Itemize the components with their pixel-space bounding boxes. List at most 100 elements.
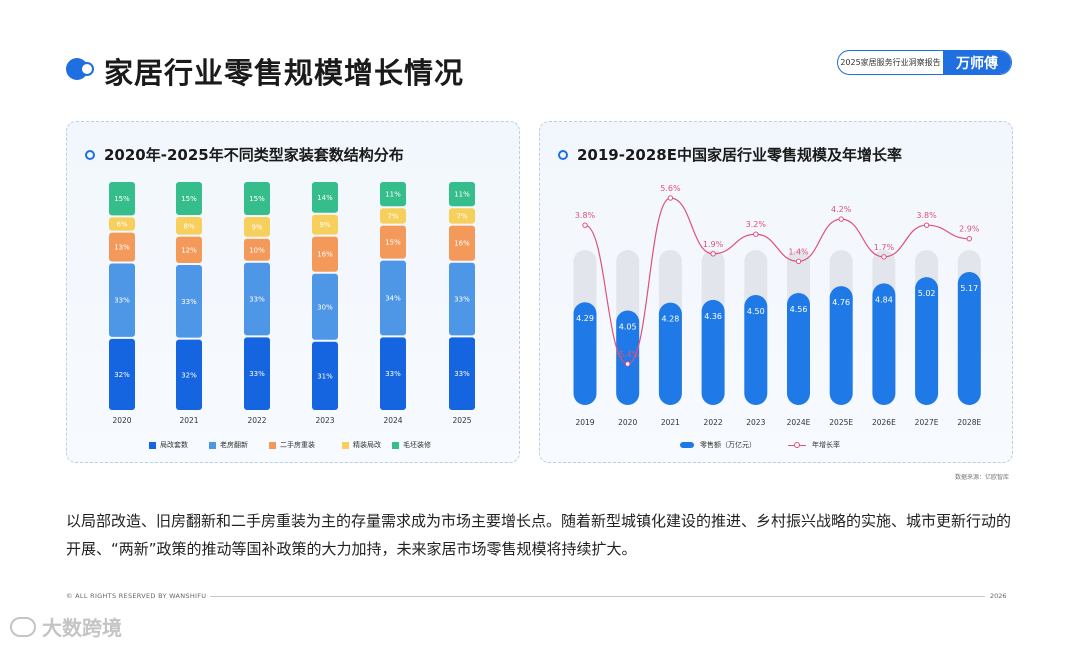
growth-rate-label: 1.9% [703, 240, 724, 249]
retail-bar [915, 277, 939, 405]
left-chart-title-text: 2020年-2025年不同类型家装套数结构分布 [104, 146, 404, 164]
stacked-bar-segment [176, 236, 202, 263]
growth-rate-label: 3.2% [746, 220, 767, 229]
right-chart-title: 2019-2028E中国家居行业零售规模及年增长率 [558, 144, 902, 165]
legend-item: 局改套数 [149, 440, 188, 450]
segment-label: 14% [317, 194, 333, 202]
x-tick-label: 2025 [452, 416, 471, 425]
stacked-bar-segment [449, 262, 475, 336]
growth-rate-label: 3.8% [575, 211, 596, 220]
segment-label: 11% [454, 191, 470, 199]
bar-value-label: 5.17 [960, 284, 978, 293]
report-badge: 2025家居服务行业洞察报告 万师傅 [837, 50, 1012, 75]
stacked-bar-segment [244, 217, 270, 237]
stacked-bar-segment [176, 217, 202, 235]
segment-label: 15% [114, 195, 130, 203]
legend-label: 老房翻新 [220, 441, 248, 449]
stacked-bar-segment [244, 337, 270, 410]
stacked-bar-segment [109, 232, 135, 262]
segment-label: 13% [114, 244, 130, 252]
bar-line-combo-chart: 4.29 2019 4.05 2020 4.28 2021 4.36 2022 4.50 2023… [573, 184, 981, 427]
right-chart-panel: 2019-2028E中国家居行业零售规模及年增长率 4.29 2019 4.05 20… [539, 121, 1013, 463]
x-tick-label: 2020 [618, 418, 637, 427]
growth-rate-point [881, 254, 887, 260]
x-tick-label: 2024 [383, 416, 402, 425]
legend-swatch [209, 441, 216, 449]
x-tick-label: 2022 [247, 416, 266, 425]
retail-bar [787, 292, 810, 405]
brand-logo: 万师傅 [943, 51, 1011, 74]
stacked-bar-chart: 32% 33% 13% 6% 15% 2020 32% 33% 12% 8% 15% 2021 33% 3… [109, 182, 475, 425]
stacked-bar-segment [380, 337, 406, 410]
segment-label: 34% [385, 295, 401, 303]
segment-label: 32% [181, 371, 197, 379]
bar-value-label: 4.56 [790, 305, 808, 314]
stacked-bar-segment [449, 182, 475, 207]
x-tick-label: 2023 [315, 416, 334, 425]
segment-label: 33% [181, 298, 197, 306]
segment-label: 10% [249, 246, 265, 254]
segment-label: 9% [319, 221, 330, 229]
bar-value-label: 4.84 [875, 295, 893, 304]
legend-swatch [269, 441, 276, 449]
legend-item: 老房翻新 [209, 440, 248, 450]
stacked-bar-segment [380, 260, 406, 336]
stacked-bar-segment [380, 182, 406, 207]
segment-label: 8% [183, 222, 194, 230]
bar-value-label: 4.36 [704, 312, 722, 321]
watermark-text: 大数跨境 [42, 616, 122, 640]
retail-bar [957, 272, 981, 405]
x-tick-label: 2028E [957, 418, 981, 427]
stacked-bar-segment [380, 208, 406, 224]
x-tick-label: 2023 [746, 418, 765, 427]
segment-label: 33% [249, 296, 265, 304]
x-tick-label: 2026E [872, 418, 896, 427]
x-tick-label: 2022 [704, 418, 723, 427]
bar-value-label: 4.76 [832, 298, 850, 307]
legend-swatch [392, 441, 399, 449]
segment-label: 15% [181, 195, 197, 203]
bar-value-label: 4.50 [747, 307, 765, 316]
bar-value-label: 5.02 [918, 289, 936, 298]
retail-bar [872, 283, 896, 405]
segment-label: 33% [385, 370, 401, 378]
legend-item: 精装局改 [342, 440, 381, 450]
retail-bar [701, 299, 725, 405]
segment-label: 15% [249, 195, 265, 203]
stacked-bar-segment [109, 263, 135, 337]
stacked-bar-segment [312, 236, 338, 272]
stacked-bar-segment [312, 214, 338, 235]
segment-label: 33% [114, 297, 130, 305]
x-tick-label: 2020 [112, 416, 131, 425]
growth-rate-label: 4.2% [831, 205, 852, 214]
growth-rate-point [625, 361, 631, 367]
right-chart-title-text: 2019-2028E中国家居行业零售规模及年增长率 [577, 146, 902, 164]
segment-label: 30% [317, 303, 333, 311]
segment-label: 31% [317, 372, 333, 380]
x-tick-label: 2021 [179, 416, 198, 425]
growth-rate-label: -5.4% [616, 350, 640, 359]
x-tick-label: 2025E [829, 418, 853, 427]
stacked-bar-segment [244, 262, 270, 336]
stacked-bar-segment [312, 273, 338, 340]
stacked-bar-segment [109, 182, 135, 216]
legend-item: 毛坯装修 [392, 440, 431, 450]
stacked-bar-segment [176, 339, 202, 410]
growth-rate-label: 3.8% [916, 211, 937, 220]
legend-marker-icon [794, 441, 800, 448]
stacked-bar-segment [449, 208, 475, 224]
stacked-bar-segment [109, 217, 135, 231]
legend-item: 年增长率 [788, 440, 840, 450]
legend-label: 年增长率 [812, 441, 840, 449]
title-bullet-ring-icon [80, 62, 94, 76]
footer-year: 2026 [990, 592, 1007, 600]
growth-rate-point [838, 216, 844, 222]
watermark-logo-icon [10, 616, 36, 637]
legend-label: 精装局改 [353, 441, 381, 449]
segment-label: 16% [454, 240, 470, 248]
stacked-bar-segment [176, 265, 202, 338]
x-tick-label: 2027E [915, 418, 939, 427]
growth-rate-point [923, 222, 930, 228]
watermark: 大数跨境 [10, 612, 122, 641]
stacked-bar-segment [312, 341, 338, 410]
